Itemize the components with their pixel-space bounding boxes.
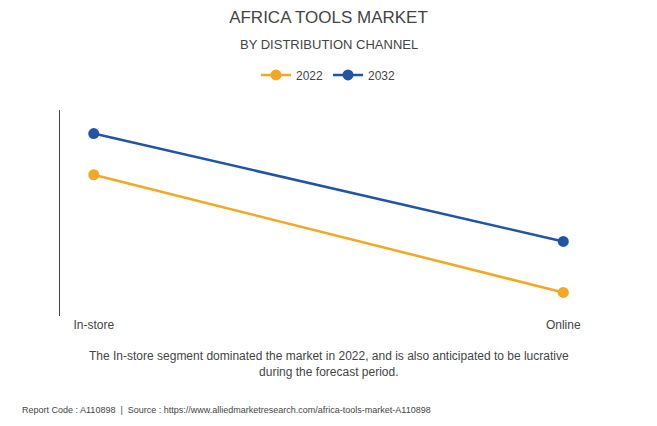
svg-text:BY DISTRIBUTION CHANNEL: BY DISTRIBUTION CHANNEL [240, 37, 418, 52]
svg-text:AFRICA TOOLS MARKET: AFRICA TOOLS MARKET [229, 8, 428, 27]
svg-text:Report Code : A110898 | Sour: Report Code : A110898 | Source : https:/… [22, 405, 431, 415]
svg-text:2022: 2022 [296, 69, 323, 83]
svg-text:In-store: In-store [73, 318, 114, 332]
svg-text:The In-store segment dominated: The In-store segment dominated the marke… [89, 349, 569, 379]
svg-text:Online: Online [546, 318, 581, 332]
svg-text:2032: 2032 [368, 69, 395, 83]
